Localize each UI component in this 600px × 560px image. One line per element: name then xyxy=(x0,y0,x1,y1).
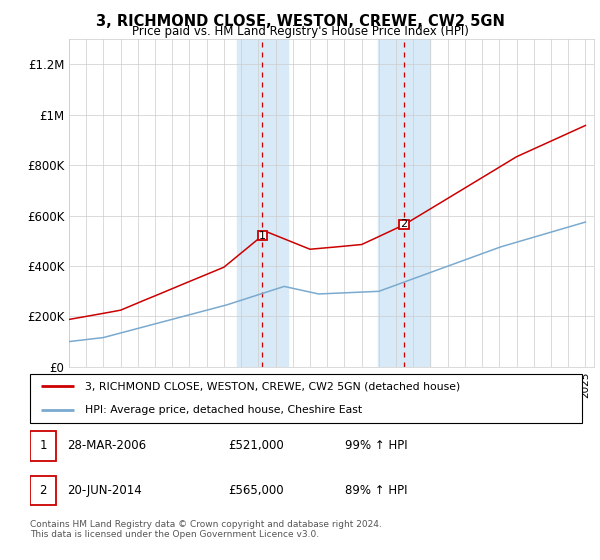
Text: HPI: Average price, detached house, Cheshire East: HPI: Average price, detached house, Ches… xyxy=(85,405,362,415)
Bar xyxy=(258,231,267,240)
Text: 1: 1 xyxy=(40,439,47,452)
Text: 89% ↑ HPI: 89% ↑ HPI xyxy=(344,484,407,497)
Bar xyxy=(236,39,288,367)
Text: 3, RICHMOND CLOSE, WESTON, CREWE, CW2 5GN: 3, RICHMOND CLOSE, WESTON, CREWE, CW2 5G… xyxy=(95,14,505,29)
Text: 3, RICHMOND CLOSE, WESTON, CREWE, CW2 5GN (detached house): 3, RICHMOND CLOSE, WESTON, CREWE, CW2 5G… xyxy=(85,381,460,391)
Text: 28-MAR-2006: 28-MAR-2006 xyxy=(67,439,146,452)
Text: 1: 1 xyxy=(259,231,266,240)
Text: £565,000: £565,000 xyxy=(229,484,284,497)
Bar xyxy=(30,475,56,506)
Bar xyxy=(400,220,409,229)
Text: 20-JUN-2014: 20-JUN-2014 xyxy=(67,484,142,497)
Bar xyxy=(30,431,56,461)
Text: £521,000: £521,000 xyxy=(229,439,284,452)
Text: 2: 2 xyxy=(401,220,408,230)
Text: Price paid vs. HM Land Registry's House Price Index (HPI): Price paid vs. HM Land Registry's House … xyxy=(131,25,469,38)
Text: Contains HM Land Registry data © Crown copyright and database right 2024.
This d: Contains HM Land Registry data © Crown c… xyxy=(30,520,382,539)
Text: 99% ↑ HPI: 99% ↑ HPI xyxy=(344,439,407,452)
Text: 2: 2 xyxy=(40,484,47,497)
Bar xyxy=(379,39,430,367)
